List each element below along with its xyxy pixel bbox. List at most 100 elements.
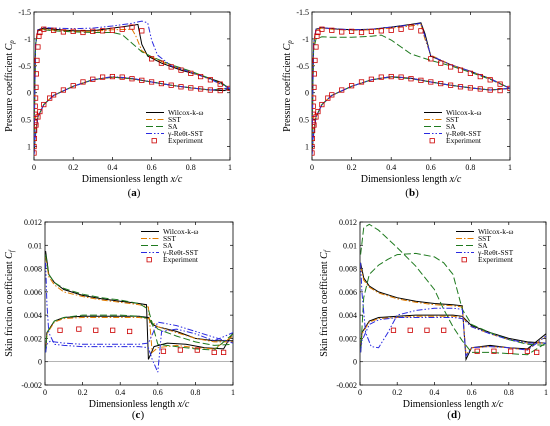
experiment-point — [457, 84, 464, 90]
experiment-point — [390, 327, 397, 333]
experiment-point — [312, 150, 315, 156]
y-tick-label: -0.002 — [21, 381, 42, 390]
x-tick-label: 0.4 — [386, 163, 396, 172]
experiment-point — [80, 79, 86, 85]
experiment-point — [178, 84, 184, 90]
series-line-SA-upper — [34, 29, 230, 155]
experiment-point — [418, 77, 424, 83]
legend-label: SST — [478, 234, 491, 243]
y-tick-label: 1 — [27, 143, 31, 152]
y-tick-label: 0.002 — [339, 334, 357, 343]
experiment-point — [60, 87, 67, 93]
y-tick-label: -0.002 — [336, 381, 357, 390]
series-line-SA-upper — [360, 223, 546, 356]
experiment-point — [508, 348, 514, 354]
experiment-point — [312, 71, 317, 77]
experiment-point — [368, 28, 375, 34]
y-tick-label: 0.012 — [24, 218, 42, 227]
legend-label: Experiment — [446, 136, 482, 145]
experiment-point — [329, 92, 335, 98]
experiment-point — [34, 111, 38, 117]
legend-label: Wilcox-k-ω — [446, 108, 482, 117]
series-line-γ-Reθt-SST-lower — [312, 76, 510, 155]
legend-label: SA — [446, 122, 456, 131]
panel-caption: (c) — [132, 409, 145, 421]
panel-b: 0 0.2 0.4 0.6 0.8 1 -1.5 -1 -0.5 0 0.5 1 Dimensionle… — [282, 8, 512, 199]
series-group — [45, 251, 233, 373]
experiment-point — [467, 85, 474, 91]
experiment-point — [319, 101, 325, 108]
experiment-point — [51, 27, 57, 33]
experiment-point — [217, 87, 223, 94]
experiment-point — [35, 44, 41, 50]
experiment-point — [93, 327, 99, 333]
panel-c: 0 0.2 0.4 0.6 0.8 1-0.00200.0020.0040.0060.00… — [4, 218, 235, 421]
x-tick-label: 0.2 — [68, 163, 78, 172]
experiment-point — [438, 80, 444, 87]
experiment-point — [211, 349, 217, 356]
y-tick-label: 0.006 — [339, 288, 357, 297]
x-axis-label: Dimensionless length x/c — [361, 174, 462, 185]
x-tick-label: 0.4 — [429, 388, 439, 397]
experiment-point — [168, 82, 174, 88]
experiment-point — [467, 70, 474, 76]
experiment-point — [197, 73, 204, 80]
experiment-point — [408, 76, 414, 82]
panel-caption: (b) — [405, 187, 419, 199]
experiment-point — [227, 85, 230, 92]
experiment-point — [315, 108, 321, 115]
y-axis-label: Skin friction coefficient Cf — [4, 249, 16, 357]
experiment-point — [418, 28, 424, 34]
experiment-point — [37, 108, 43, 115]
y-tick-label: -1.5 — [296, 8, 309, 17]
experiment-point — [319, 26, 325, 32]
experiment-point — [491, 348, 497, 354]
experiment-point — [119, 26, 125, 32]
legend-label: γ-Reθt-SST — [162, 248, 199, 257]
experiment-point — [41, 101, 47, 108]
experiment-point — [37, 29, 43, 36]
x-axis-label: Dimensionless length x/c — [89, 399, 190, 410]
y-tick-label: 1 — [305, 143, 309, 152]
experiment-point — [80, 29, 86, 36]
panel-caption: (d) — [447, 409, 461, 421]
panel-a: 0 0.2 0.4 0.6 0.8 1 -1.5 -1 -0.5 0 0.5 1 Dimensionle… — [4, 8, 232, 199]
experiment-point — [194, 347, 200, 353]
experiment-point — [312, 122, 317, 128]
y-tick-label: -1.5 — [18, 8, 31, 17]
x-tick-label: 0.2 — [78, 388, 88, 397]
series-line-γ-Reθt-SST-lower — [45, 321, 233, 353]
y-tick-label: -0.5 — [296, 62, 309, 71]
experiment-point — [90, 76, 96, 82]
experiment-point — [41, 26, 47, 32]
experiment-point — [70, 28, 76, 34]
legend-label: Experiment — [478, 255, 514, 264]
series-line-SST-lower — [45, 317, 233, 353]
legend-label: SA — [478, 241, 488, 250]
experiment-point — [358, 79, 365, 85]
legend-label: γ-Reθt-SST — [167, 129, 204, 138]
y-tick-label: -1 — [302, 35, 309, 44]
experiment-point — [534, 349, 540, 356]
experiment-point — [457, 67, 464, 73]
x-axis-label: Dimensionless length x/c — [403, 399, 504, 410]
legend-label: SST — [168, 115, 181, 124]
x-axis-label: Dimensionless length x/c — [82, 174, 183, 185]
legend-label: SST — [163, 234, 176, 243]
experiment-point — [34, 57, 40, 64]
experiment-point — [325, 95, 331, 101]
legend-marker — [151, 138, 157, 144]
experiment-point — [312, 103, 316, 109]
experiment-point — [398, 26, 404, 32]
series-line-γ-Reθt-SST-upper — [360, 262, 546, 358]
series-line-SST-lower — [360, 315, 546, 353]
experiment-point — [329, 27, 335, 33]
experiment-point — [378, 74, 384, 80]
series-line-SA-upper — [45, 254, 233, 351]
experiment-point — [314, 33, 320, 39]
y-tick-label: 0.012 — [339, 218, 357, 227]
y-tick-label: 0.008 — [339, 265, 357, 274]
experiment-point — [312, 127, 316, 133]
